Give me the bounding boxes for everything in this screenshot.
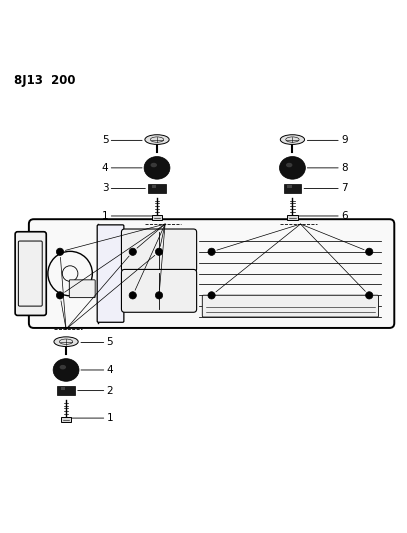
Circle shape: [56, 292, 63, 299]
FancyBboxPatch shape: [69, 280, 95, 297]
Text: 7: 7: [304, 183, 348, 193]
Ellipse shape: [280, 135, 304, 144]
Polygon shape: [61, 417, 71, 422]
Ellipse shape: [145, 135, 169, 144]
Circle shape: [129, 248, 136, 255]
Text: 8J13  200: 8J13 200: [13, 75, 75, 87]
Ellipse shape: [54, 337, 78, 346]
Text: 4: 4: [102, 163, 142, 173]
Circle shape: [155, 292, 163, 299]
Circle shape: [365, 292, 373, 299]
FancyBboxPatch shape: [97, 225, 124, 322]
FancyBboxPatch shape: [15, 232, 46, 316]
Ellipse shape: [151, 163, 157, 167]
Text: 5: 5: [102, 135, 142, 146]
Polygon shape: [287, 185, 291, 188]
Circle shape: [208, 292, 215, 299]
Text: 6: 6: [298, 211, 348, 221]
Text: 2: 2: [78, 385, 113, 395]
Polygon shape: [57, 386, 75, 395]
Polygon shape: [284, 184, 301, 193]
Ellipse shape: [280, 157, 305, 179]
Polygon shape: [152, 185, 156, 188]
Ellipse shape: [286, 163, 292, 167]
Circle shape: [208, 248, 215, 255]
FancyBboxPatch shape: [18, 241, 42, 306]
Polygon shape: [287, 215, 298, 220]
FancyBboxPatch shape: [29, 219, 394, 328]
Polygon shape: [61, 387, 65, 390]
Ellipse shape: [53, 359, 79, 381]
Text: 1: 1: [71, 413, 113, 423]
Polygon shape: [152, 215, 162, 220]
Circle shape: [365, 248, 373, 255]
Ellipse shape: [59, 365, 66, 369]
Text: 1: 1: [102, 211, 152, 221]
FancyBboxPatch shape: [202, 295, 379, 317]
FancyBboxPatch shape: [121, 269, 197, 312]
Text: 4: 4: [81, 365, 113, 375]
Text: 5: 5: [81, 337, 113, 348]
FancyBboxPatch shape: [121, 229, 197, 272]
Text: 9: 9: [307, 135, 348, 146]
Polygon shape: [148, 184, 166, 193]
Circle shape: [129, 292, 136, 299]
Circle shape: [56, 248, 63, 255]
Text: 8: 8: [307, 163, 348, 173]
Circle shape: [155, 248, 163, 255]
Text: 3: 3: [102, 183, 145, 193]
Ellipse shape: [144, 157, 170, 179]
